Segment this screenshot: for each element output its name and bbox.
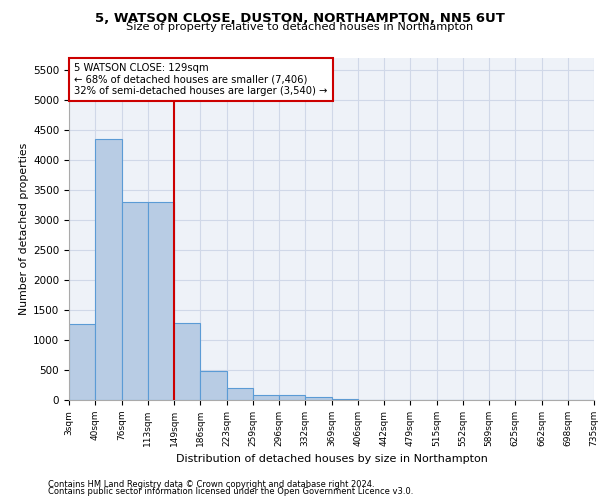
Text: Contains HM Land Registry data © Crown copyright and database right 2024.: Contains HM Land Registry data © Crown c… [48,480,374,489]
X-axis label: Distribution of detached houses by size in Northampton: Distribution of detached houses by size … [176,454,487,464]
Text: Contains public sector information licensed under the Open Government Licence v3: Contains public sector information licen… [48,488,413,496]
Text: Size of property relative to detached houses in Northampton: Size of property relative to detached ho… [127,22,473,32]
Bar [279,395,305,400]
Bar [69,324,95,400]
Bar [331,399,358,400]
Bar [95,139,121,400]
Bar [253,395,279,400]
Bar [148,202,174,400]
Bar [200,371,227,400]
Y-axis label: Number of detached properties: Number of detached properties [19,142,29,315]
Bar [305,396,331,400]
Bar [121,202,148,400]
Text: 5 WATSON CLOSE: 129sqm
← 68% of detached houses are smaller (7,406)
32% of semi-: 5 WATSON CLOSE: 129sqm ← 68% of detached… [74,62,328,96]
Bar [174,323,200,400]
Bar [227,388,253,400]
Text: 5, WATSON CLOSE, DUSTON, NORTHAMPTON, NN5 6UT: 5, WATSON CLOSE, DUSTON, NORTHAMPTON, NN… [95,12,505,26]
